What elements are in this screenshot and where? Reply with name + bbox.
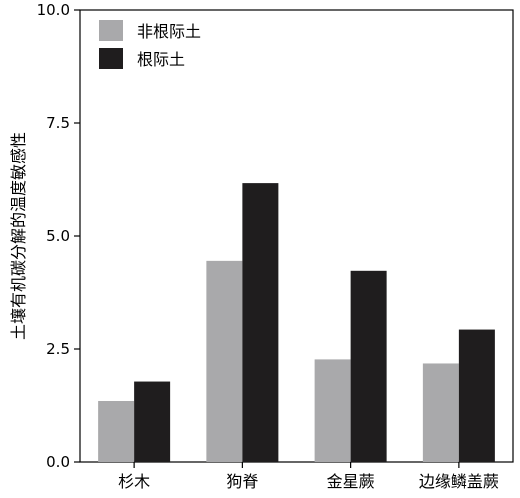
bar-non-rhizosphere — [314, 359, 351, 462]
bar-non-rhizosphere — [206, 260, 243, 462]
legend-swatch — [99, 48, 123, 69]
legend-label: 非根际土 — [137, 22, 201, 41]
bar-non-rhizosphere — [422, 363, 459, 462]
legend-label: 根际土 — [137, 50, 185, 69]
axes: 0.0 2.5 5.0 7.5 10.0 杉木 狗脊 金星蕨 边缘鳞盖蕨 — [37, 1, 514, 491]
bar-rhizosphere — [458, 329, 495, 462]
bar-rhizosphere — [350, 270, 387, 462]
bars — [98, 183, 495, 462]
category-label: 金星蕨 — [327, 472, 375, 491]
y-tick-label: 7.5 — [46, 114, 70, 132]
category-label: 杉木 — [118, 472, 150, 491]
category-label: 边缘鳞盖蕨 — [419, 472, 499, 491]
bar-non-rhizosphere — [98, 400, 135, 462]
y-tick-label: 0.0 — [46, 453, 70, 471]
bar-rhizosphere — [134, 381, 171, 462]
y-tick-label: 10.0 — [37, 1, 70, 19]
y-tick-label: 2.5 — [46, 340, 70, 358]
legend-swatch — [99, 20, 123, 41]
y-tick-label: 5.0 — [46, 227, 70, 245]
bar-rhizosphere — [242, 183, 279, 462]
category-label: 狗脊 — [226, 472, 258, 491]
y-axis-label: 土壤有机碳分解的温度敏感性 — [9, 132, 28, 340]
